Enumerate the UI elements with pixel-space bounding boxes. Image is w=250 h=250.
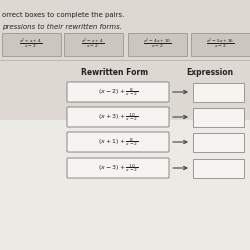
FancyBboxPatch shape xyxy=(64,32,122,56)
Bar xyxy=(0,120,250,250)
Text: Expression: Expression xyxy=(186,68,234,77)
Text: $\frac{x^2+x+4}{x-2}$: $\frac{x^2+x+4}{x-2}$ xyxy=(20,37,42,51)
Bar xyxy=(0,0,250,120)
Text: $(x+3)+\frac{10}{x-2}$: $(x+3)+\frac{10}{x-2}$ xyxy=(98,111,138,123)
FancyBboxPatch shape xyxy=(67,132,169,152)
Text: $(x-2)+\frac{8}{x-2}$: $(x-2)+\frac{8}{x-2}$ xyxy=(98,86,138,98)
Text: $\frac{x^2-x+4}{x-2}$: $\frac{x^2-x+4}{x-2}$ xyxy=(82,37,104,51)
FancyBboxPatch shape xyxy=(67,82,169,102)
FancyBboxPatch shape xyxy=(192,132,244,152)
FancyBboxPatch shape xyxy=(190,32,250,56)
Text: $\frac{x^2-5x+16}{x-2}$: $\frac{x^2-5x+16}{x-2}$ xyxy=(206,37,234,51)
Text: $(x-3)+\frac{10}{x-2}$: $(x-3)+\frac{10}{x-2}$ xyxy=(98,162,138,174)
FancyBboxPatch shape xyxy=(192,158,244,178)
FancyBboxPatch shape xyxy=(67,107,169,127)
Text: pressions to their rewritten forms.: pressions to their rewritten forms. xyxy=(2,24,122,30)
FancyBboxPatch shape xyxy=(128,32,186,56)
FancyBboxPatch shape xyxy=(67,158,169,178)
Text: $(x+1)+\frac{8}{x-2}$: $(x+1)+\frac{8}{x-2}$ xyxy=(98,136,138,148)
Text: orrect boxes to complete the pairs.: orrect boxes to complete the pairs. xyxy=(2,12,124,18)
Text: Rewritten Form: Rewritten Form xyxy=(82,68,148,77)
FancyBboxPatch shape xyxy=(192,82,244,102)
Text: $\frac{x^2-4x+10}{x-2}$: $\frac{x^2-4x+10}{x-2}$ xyxy=(143,37,171,51)
FancyBboxPatch shape xyxy=(192,108,244,126)
FancyBboxPatch shape xyxy=(2,32,60,56)
